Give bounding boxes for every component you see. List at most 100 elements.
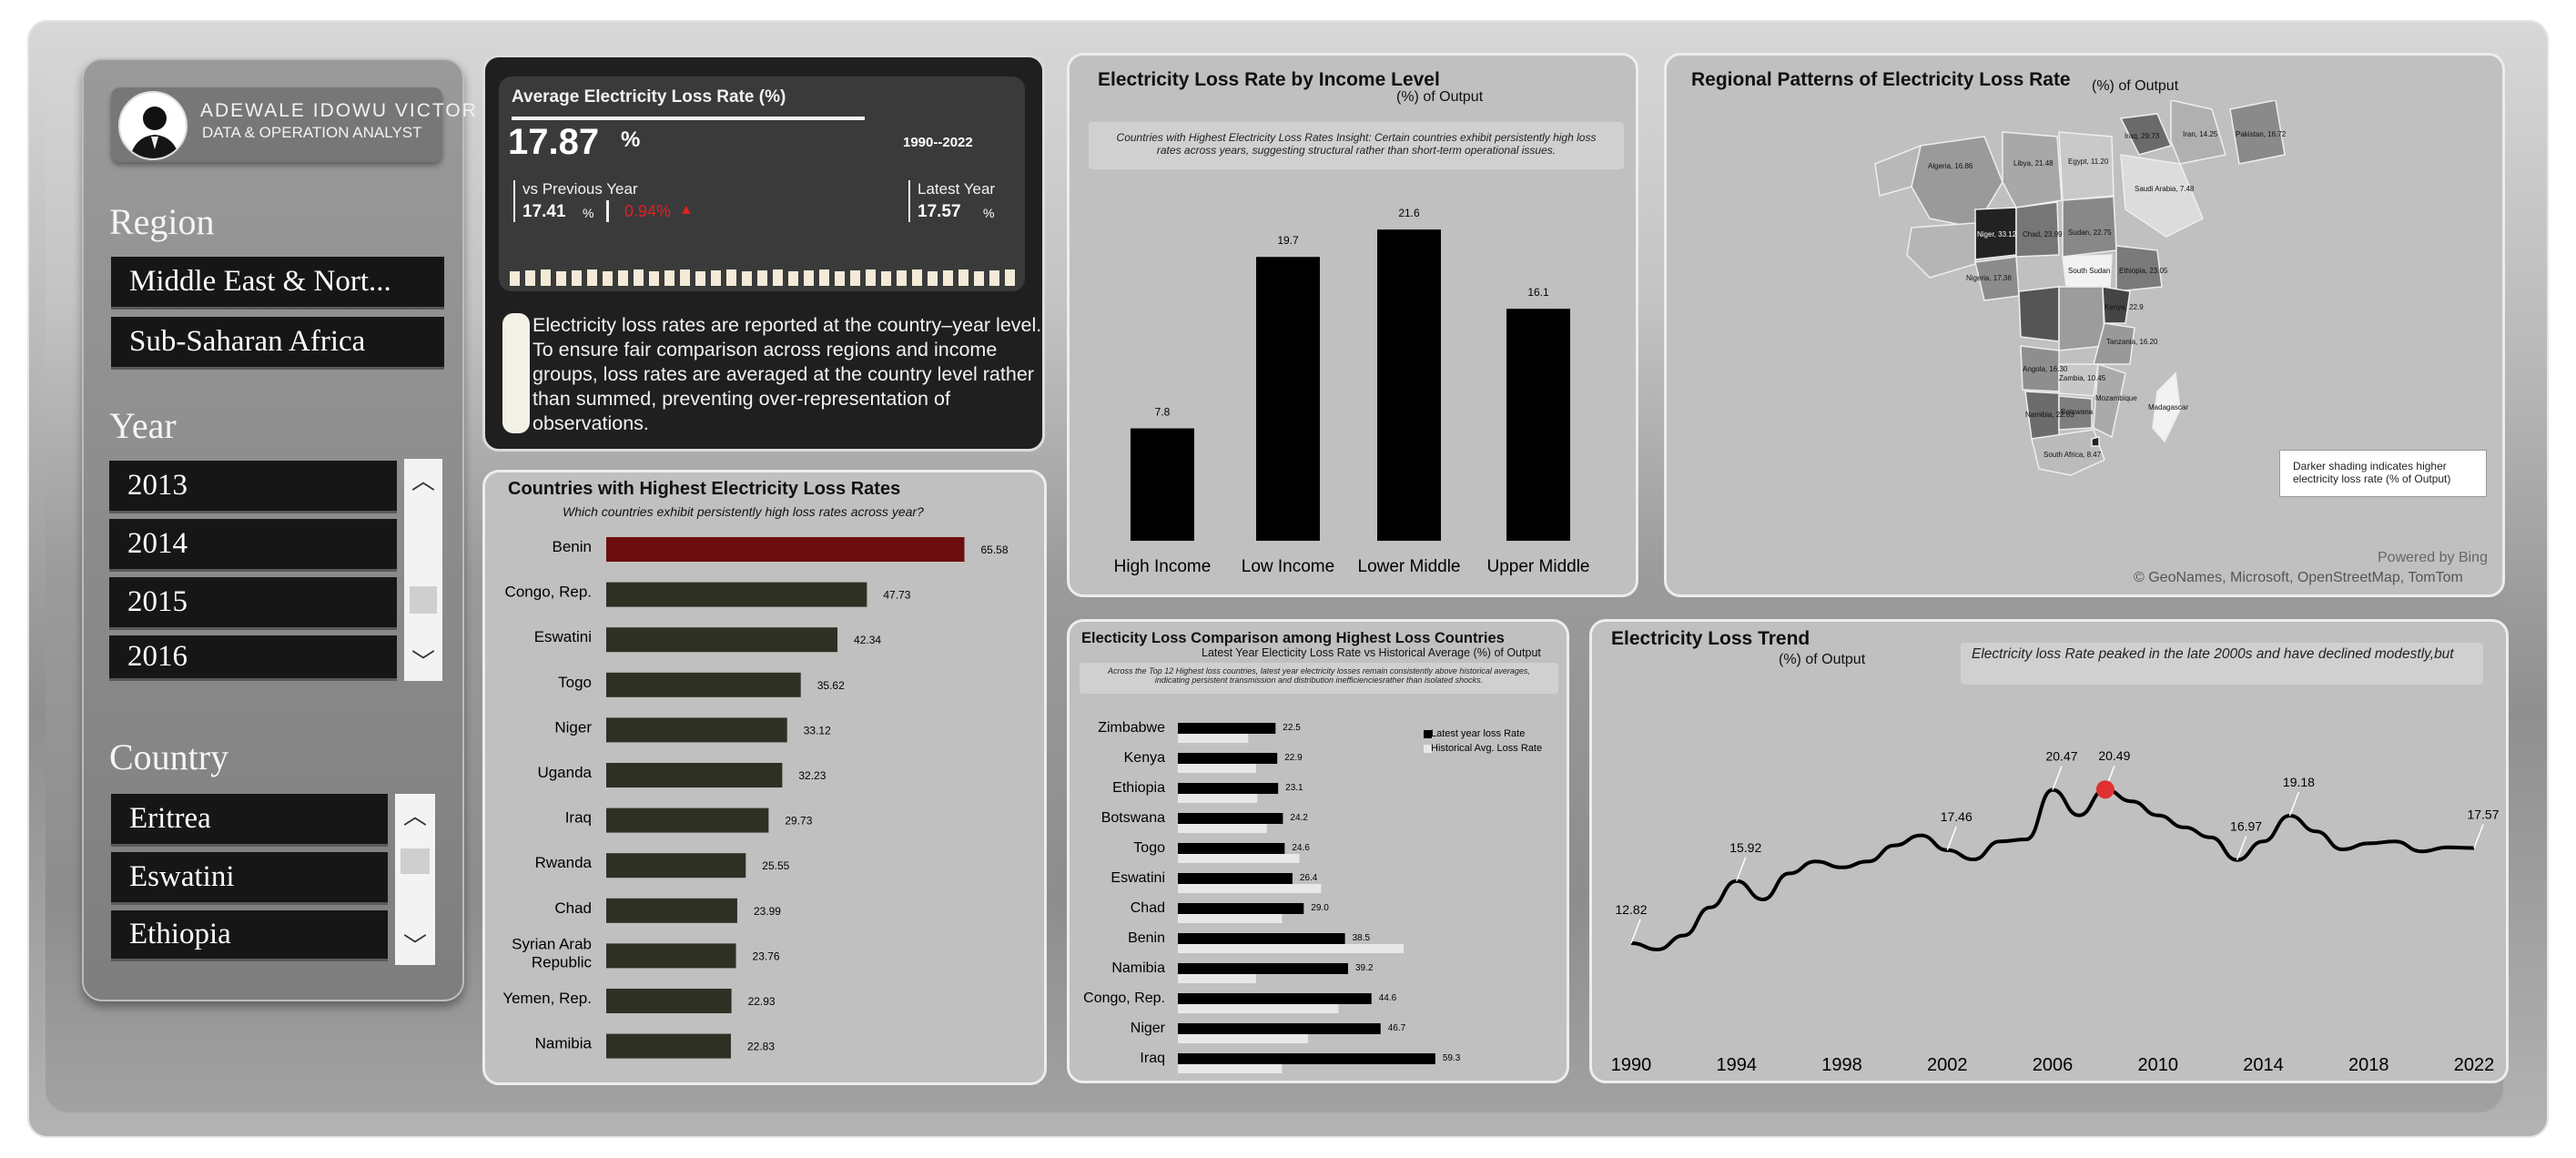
map-region-saudi-arabia[interactable] <box>2120 154 2204 238</box>
point-label: 16.97 <box>2230 819 2262 834</box>
bar-historical[interactable] <box>1178 734 1249 743</box>
category-label: Lower Middle <box>1358 557 1461 576</box>
bar[interactable] <box>606 853 746 879</box>
bar-latest[interactable] <box>1178 903 1304 914</box>
bar[interactable] <box>1256 257 1320 541</box>
trend-line[interactable] <box>1630 787 2475 952</box>
year-scroll-thumb[interactable] <box>410 586 437 614</box>
bar-latest[interactable] <box>1178 783 1279 794</box>
map-region-kenya[interactable] <box>2102 286 2131 324</box>
bar-historical[interactable] <box>1178 824 1267 833</box>
top-countries-title: Countries with Highest Electricity Loss … <box>508 479 901 499</box>
bar[interactable] <box>606 989 732 1013</box>
map-region-tanzania[interactable] <box>2093 322 2135 365</box>
map-region-chad[interactable] <box>2015 201 2060 258</box>
map-region-mali[interactable] <box>1906 222 1976 279</box>
bar-latest[interactable] <box>1178 873 1293 884</box>
map-label: Ethiopia, 23.05 <box>2119 267 2168 275</box>
map-region-morocco[interactable] <box>1874 144 1922 197</box>
bar[interactable] <box>1506 309 1570 541</box>
map-region-botswana[interactable] <box>2058 395 2093 431</box>
bar[interactable] <box>606 537 965 562</box>
bar[interactable] <box>606 763 783 787</box>
map-region-congo[interactable] <box>2018 286 2060 342</box>
bar-latest[interactable] <box>1178 723 1276 734</box>
slicer-item-year-2013[interactable]: 2013 <box>109 461 397 513</box>
bar-latest[interactable] <box>1178 993 1372 1004</box>
bar-latest[interactable] <box>1178 1023 1381 1034</box>
bar-value-label: 24.6 <box>1292 843 1310 853</box>
bar-historical[interactable] <box>1178 944 1404 953</box>
bar-historical[interactable] <box>1178 884 1322 893</box>
bar-historical[interactable] <box>1178 854 1300 863</box>
bar[interactable] <box>606 898 737 923</box>
bar[interactable] <box>606 627 838 653</box>
kpi-latest-label: Latest Year <box>918 180 996 198</box>
bar-historical[interactable] <box>1178 914 1283 923</box>
map-region-south-africa[interactable] <box>2031 429 2105 476</box>
map-region-ethiopia[interactable] <box>2115 245 2163 292</box>
bar-latest[interactable] <box>1178 1053 1435 1064</box>
chevron-up-icon[interactable]: ︿ <box>402 802 427 829</box>
bar-label: Congo, Rep. <box>505 584 592 601</box>
slicer-item-year-2015[interactable]: 2015 <box>109 577 397 630</box>
bar-latest[interactable] <box>1178 843 1285 854</box>
bar-label: Syrian Arab <box>512 935 592 952</box>
bar[interactable] <box>606 582 867 607</box>
chevron-down-icon[interactable]: ﹀ <box>411 648 435 676</box>
legend-swatch-latest <box>1424 730 1432 738</box>
category-label: Botswana <box>1101 810 1165 826</box>
country-scroll-thumb[interactable] <box>401 848 430 874</box>
bar-latest[interactable] <box>1178 813 1283 824</box>
map-region-mozambique[interactable] <box>2093 362 2126 439</box>
bar-historical[interactable] <box>1178 1064 1283 1073</box>
peak-marker[interactable] <box>2095 780 2115 799</box>
year-scrollbar[interactable]: ︿ ﹀ <box>404 459 442 681</box>
map-region-iraq[interactable] <box>2119 113 2173 156</box>
bar[interactable] <box>1377 229 1441 541</box>
map-region-libya[interactable] <box>2002 131 2063 208</box>
bar-latest[interactable] <box>1178 963 1348 974</box>
bar-historical[interactable] <box>1178 794 1258 803</box>
bar[interactable] <box>606 672 801 697</box>
map-region-sudan[interactable] <box>2062 196 2117 258</box>
map-region-eswatini[interactable] <box>2091 436 2100 447</box>
slicer-item-region-ssa[interactable]: Sub-Saharan Africa <box>111 317 444 370</box>
africa-middle-east-map[interactable]: Algeria, 16.86 Libya, 21.48 Egypt, 11.20… <box>1820 100 2330 501</box>
bar-historical[interactable] <box>1178 764 1256 773</box>
slicer-item-country-eswatini[interactable]: Eswatini <box>111 852 388 905</box>
map-region-iran[interactable] <box>2170 100 2226 165</box>
bar[interactable] <box>606 1033 731 1059</box>
x-tick-label: 2006 <box>2033 1055 2074 1075</box>
bar-latest[interactable] <box>1178 933 1345 944</box>
chevron-up-icon[interactable]: ︿ <box>411 467 435 494</box>
category-label: Low Income <box>1242 557 1334 576</box>
bar-label: Namibia <box>535 1035 593 1052</box>
map-region-south-sudan[interactable] <box>2062 254 2113 288</box>
map-region-drc[interactable] <box>2058 286 2105 351</box>
spark-bar <box>897 270 907 286</box>
slicer-item-country-ethiopia[interactable]: Ethiopia <box>111 910 388 961</box>
slicer-item-region-mena[interactable]: Middle East & Nort... <box>111 257 444 310</box>
map-region-pakistan[interactable] <box>2229 100 2286 165</box>
map-region-egypt[interactable] <box>2058 131 2115 201</box>
bar-historical[interactable] <box>1178 974 1256 983</box>
slicer-item-country-eritrea[interactable]: Eritrea <box>111 794 388 847</box>
slicer-item-year-2016[interactable]: 2016 <box>109 635 397 681</box>
country-scrollbar[interactable]: ︿ ﹀ <box>395 794 435 965</box>
chevron-down-icon[interactable]: ﹀ <box>402 932 427 960</box>
bar[interactable] <box>606 943 736 969</box>
map-region-madagascar[interactable] <box>2152 371 2181 443</box>
map-label: Sudan, 22.75 <box>2068 229 2112 237</box>
bar-latest[interactable] <box>1178 753 1278 764</box>
spark-bar <box>556 271 566 286</box>
bar-historical[interactable] <box>1178 1004 1339 1013</box>
slicer-item-year-2014[interactable]: 2014 <box>109 519 397 572</box>
bar[interactable] <box>606 808 769 833</box>
spark-bar <box>634 269 644 286</box>
bar-historical[interactable] <box>1178 1034 1309 1043</box>
map-region-zambia[interactable] <box>2058 363 2099 397</box>
bar[interactable] <box>606 717 787 743</box>
bar-value-label: 39.2 <box>1355 963 1374 973</box>
bar[interactable] <box>1131 428 1194 541</box>
